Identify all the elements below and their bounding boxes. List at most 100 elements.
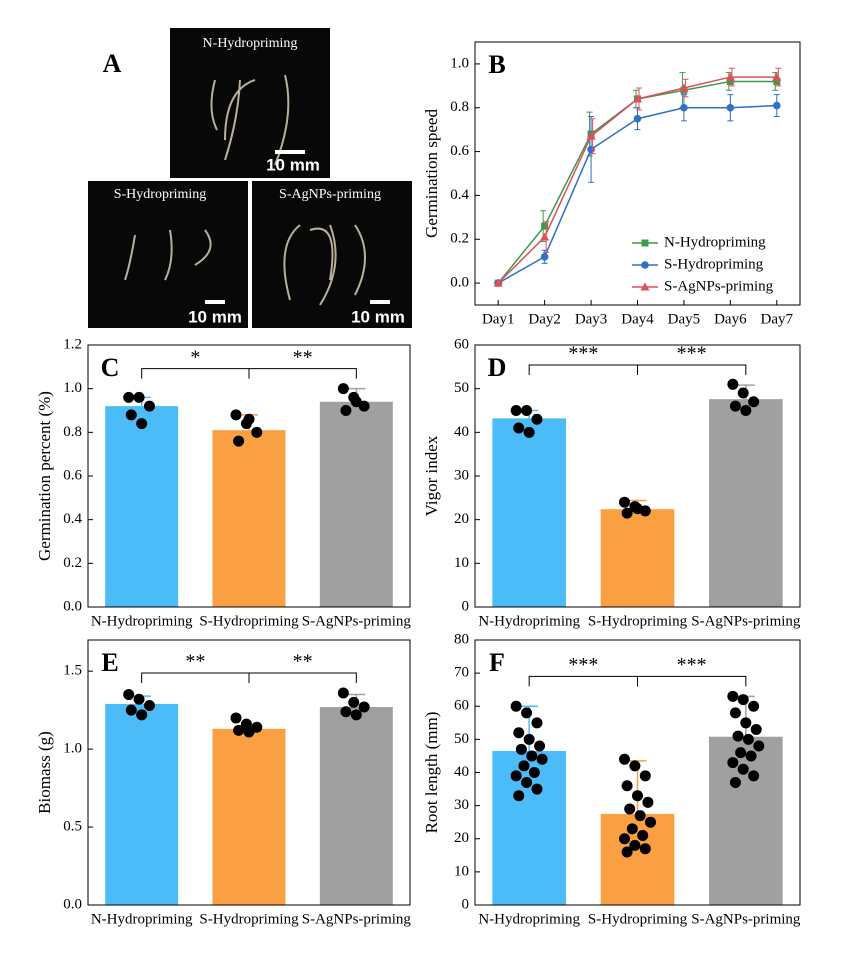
y-tick-label: 10 — [454, 555, 469, 571]
data-point — [513, 727, 525, 739]
data-point — [233, 435, 245, 447]
data-point — [740, 405, 752, 416]
data-point — [748, 770, 760, 782]
marker — [541, 222, 549, 230]
data-point — [233, 724, 245, 736]
data-point — [526, 750, 538, 762]
marker — [633, 114, 642, 123]
data-point — [123, 689, 135, 701]
y-tick-label: 0.4 — [450, 187, 469, 203]
significance-label: ** — [293, 346, 313, 368]
photo — [88, 181, 248, 328]
y-tick-label: 60 — [454, 336, 469, 352]
photo-panel: A N-Hydropriming 10 mm S-Hydropriming 10… — [88, 28, 412, 328]
data-point — [337, 383, 349, 395]
data-point — [742, 733, 754, 745]
x-tick-label: Day7 — [761, 311, 794, 327]
significance-label: ** — [293, 651, 313, 673]
marker — [586, 131, 596, 140]
data-point — [629, 839, 641, 851]
data-point — [737, 694, 749, 706]
data-point — [642, 796, 654, 808]
x-tick-label: Day4 — [621, 311, 654, 327]
x-tick-label: N-Hydropriming — [91, 613, 193, 629]
y-tick-label: 1.0 — [63, 380, 82, 396]
data-point — [510, 770, 522, 782]
data-point — [626, 823, 638, 835]
data-point — [637, 829, 649, 841]
data-point — [350, 396, 362, 408]
marker — [540, 252, 549, 261]
panel-label: E — [101, 648, 118, 677]
significance-bracket — [528, 364, 638, 375]
plot-frame — [87, 344, 411, 608]
y-tick-label: 0.0 — [63, 896, 82, 912]
panel-label: F — [489, 648, 505, 677]
data-point — [133, 391, 145, 403]
marker — [493, 278, 503, 287]
marker — [726, 77, 734, 85]
x-tick-label: S-Hydropriming — [588, 911, 688, 927]
data-point — [523, 733, 535, 745]
x-tick-label: S-Hydropriming — [588, 613, 688, 629]
x-tick-label: N-Hydropriming — [478, 911, 580, 927]
y-tick-label: 0.2 — [63, 555, 82, 571]
y-tick-label: 0 — [462, 896, 470, 912]
data-point — [534, 740, 546, 752]
data-point — [125, 704, 137, 716]
y-tick-label: 80 — [454, 631, 469, 647]
y-tick-label: 0 — [462, 598, 470, 614]
y-axis-label: Root length (mm) — [422, 712, 441, 834]
legend-label: N-Hydropriming — [664, 234, 766, 250]
bar — [212, 430, 286, 607]
data-point — [521, 707, 533, 719]
data-point — [639, 770, 651, 782]
y-tick-label: 40 — [454, 424, 469, 440]
data-point — [745, 750, 757, 762]
marker — [772, 101, 781, 110]
plot-frame — [474, 344, 801, 608]
significance-bracket — [248, 672, 357, 683]
data-point — [632, 790, 643, 802]
data-point — [624, 803, 636, 815]
significance-label: *** — [677, 654, 707, 676]
data-point — [727, 378, 739, 390]
chart: 0 10 20 30 40 50 60 N-Hydropriming S-Hydroprimin… — [422, 336, 801, 629]
y-tick-label: 0.8 — [63, 424, 82, 440]
data-point — [521, 776, 533, 788]
x-tick-label: Day5 — [668, 311, 701, 327]
significance-bracket — [637, 364, 747, 375]
data-point — [143, 699, 155, 711]
data-point — [753, 740, 765, 752]
x-tick-label: S-AgNPs-priming — [302, 911, 412, 927]
data-point — [729, 707, 741, 719]
x-tick-label: S-AgNPs-priming — [691, 613, 801, 629]
significance-label: *** — [568, 343, 598, 365]
chart: 0.0 0.5 1.0 1.5 N-Hydropriming S-Hydropriming… — [35, 639, 412, 927]
y-tick-label: 0.6 — [63, 467, 82, 483]
bar — [492, 418, 566, 607]
y-tick-label: 30 — [454, 797, 469, 813]
marker — [641, 261, 649, 269]
y-tick-label: 0.5 — [63, 818, 82, 834]
data-point — [513, 422, 525, 434]
data-point — [230, 409, 242, 421]
data-point — [740, 717, 752, 729]
significance-label: * — [190, 346, 200, 368]
x-tick-label: Day1 — [482, 311, 515, 327]
significance-label: *** — [677, 343, 707, 365]
x-tick-label: N-Hydropriming — [91, 911, 193, 927]
x-tick-label: N-Hydropriming — [478, 613, 580, 629]
significance-label: ** — [185, 651, 205, 673]
significance-bracket — [141, 672, 250, 683]
data-point — [737, 387, 749, 399]
marker — [773, 77, 781, 85]
bar — [319, 707, 393, 905]
data-point — [619, 753, 630, 765]
data-point — [230, 712, 242, 724]
data-point — [136, 418, 148, 430]
y-axis-label: Biomass (g) — [35, 731, 54, 814]
data-point — [510, 700, 522, 712]
data-point — [632, 503, 643, 515]
x-tick-label: S-AgNPs-priming — [302, 613, 412, 629]
